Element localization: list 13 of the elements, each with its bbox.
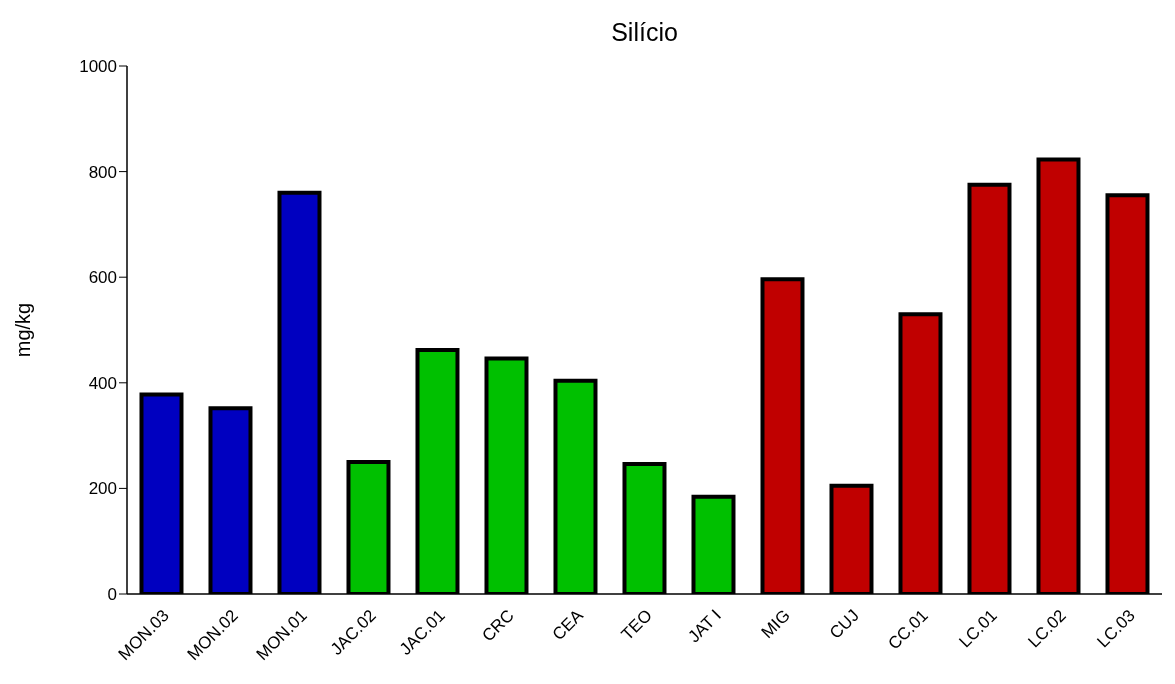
- x-tick-label: TEO: [617, 605, 656, 645]
- x-tick-label: JAT I: [684, 605, 725, 647]
- y-tick-label: 0: [107, 585, 117, 605]
- y-axis-title: mg/kg: [12, 302, 35, 358]
- x-tick-label: CEA: [548, 605, 588, 645]
- y-tick-label: 600: [88, 268, 117, 288]
- y-tick-label: 800: [88, 162, 117, 182]
- y-tick-label: 400: [88, 373, 117, 393]
- x-tick-label: MIG: [757, 605, 794, 643]
- y-tick-label: 200: [88, 479, 117, 499]
- y-tick-label: 1000: [79, 57, 117, 77]
- chart-title: Silício: [610, 18, 679, 47]
- x-tick-label: CUJ: [826, 605, 863, 643]
